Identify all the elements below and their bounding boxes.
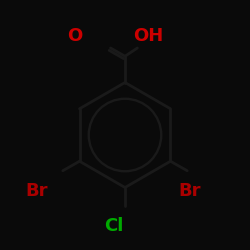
Text: O: O bbox=[67, 27, 82, 45]
Text: Br: Br bbox=[179, 182, 201, 200]
Text: Cl: Cl bbox=[104, 217, 124, 235]
Text: OH: OH bbox=[134, 27, 164, 45]
Text: Br: Br bbox=[25, 182, 48, 200]
